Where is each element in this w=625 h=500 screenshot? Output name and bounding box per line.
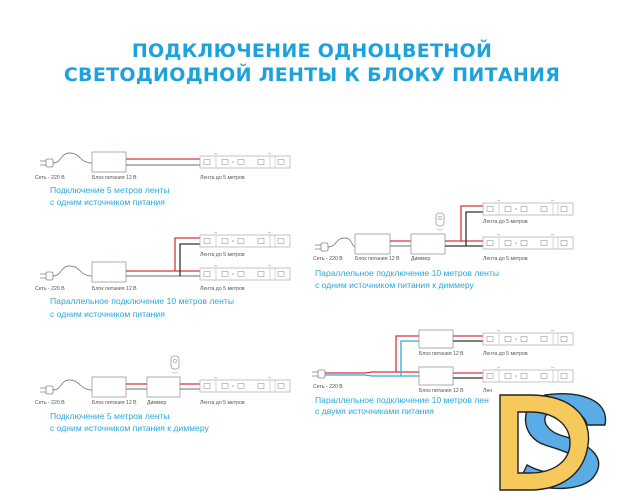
plug-icon [39,385,54,395]
positive-branch [460,205,483,241]
caption-line-2: с одним источником питания к диммеру [315,280,475,290]
caption-line-2: с одним источником питания [50,197,165,207]
power-supply-box [418,366,454,386]
psu-label: Блок питания 12 В [419,388,464,394]
led-strip [482,231,574,250]
mains-cable [52,152,93,164]
mains-label: Сеть - 220 В [35,286,65,292]
caption-line-1: Подключение 5 метров ленты [50,185,170,195]
diagram-single-5m: Сеть - 220 В Блок питания 12 В Лента до … [35,150,291,207]
negative-branch [465,211,483,246]
dimmer-label: Диммер [411,256,430,262]
neutral-wire [325,374,419,377]
psu-label: Блок питания 12 В [92,286,137,292]
mains-cable [52,379,93,391]
remote-icon [170,355,180,374]
caption-line-2: с одним источником питания к диммеру [50,423,210,433]
strip-label: Лента до 5 метров [483,219,528,225]
psu-label: Блок питания 12 В [92,400,137,406]
caption-line-1: Параллельное подключение 10 метров ленты [315,268,499,278]
neutral-branch [400,340,419,376]
plug-icon [314,242,329,252]
mains-label: Сеть - 220 В [35,400,65,406]
title-line-2: СВЕТОДИОДНОЙ ЛЕНТЫ К БЛОКУ ПИТАНИЯ [64,63,560,86]
strip-label: Лента до 5 метров [200,400,245,406]
mains-label: Сеть - 220 В [313,384,343,390]
mains-label: Сеть - 220 В [313,256,343,262]
power-supply-box [91,151,127,173]
psu-label: Блок питания 12 В [355,256,400,262]
caption-line-1: Параллельное подключение 10 метров ленты [50,296,234,306]
led-strip [199,150,291,169]
negative-branch [179,243,200,276]
diagram-single-dimmer: Сеть - 220 В Блок питания 12 В Диммер Ле… [35,355,291,433]
dimmer-box [410,233,446,255]
title-line-1: ПОДКЛЮЧЕНИЕ ОДНОЦВЕТНОЙ [132,39,492,62]
power-supply-box [418,329,454,349]
power-supply-box [91,261,127,283]
phase-branch [395,335,419,372]
led-strip [482,364,574,383]
strip-label: Лента до 5 метров [483,351,528,357]
mains-label: Сеть - 220 В [35,175,65,181]
diagram-parallel-10m: Лента до 5 метров Сеть - 220 В Блок пита… [35,229,291,319]
strip-label: Лента до 5 метров [200,286,245,292]
strip-label: Лента до 5 метров [483,256,528,262]
remote-icon [435,212,445,231]
strip-label: Лента до 5 метров [200,175,245,181]
caption-line-2: с двумя источниками питания [315,406,434,416]
ds-logo [499,393,607,491]
dimmer-box [146,376,181,398]
mains-cable [327,237,356,248]
caption-line-1: Подключение 5 метров ленты [50,411,170,421]
power-supply-box [354,233,391,255]
led-strip [199,229,291,248]
psu-label: Блок питания 12 В [92,175,137,181]
dimmer-label: Диммер [147,400,166,406]
led-strip [482,197,574,216]
strip-label-cut: Лен [483,388,492,394]
caption-line-1: Параллельное подключение 10 метров лен [315,395,489,405]
caption-line-2: с одним источником питания [50,309,165,319]
led-strip [482,327,574,346]
plug-icon [39,271,54,281]
phase-wire [325,371,419,374]
diagram-parallel-dimmer: Лента до 5 метров Сеть - 220 В Блок пита… [313,197,574,290]
led-strip [199,262,291,281]
psu-label: Блок питания 12 В [419,351,464,357]
plug-icon [311,369,326,379]
positive-branch [174,237,200,271]
diagram-two-psu: Блок питания 12 В Лента до 5 метров Сеть… [311,327,574,416]
mains-cable [52,265,93,277]
led-strip [199,374,291,393]
power-supply-box [91,376,127,398]
strip-label: Лента до 5 метров [200,252,245,258]
plug-icon [39,158,54,168]
